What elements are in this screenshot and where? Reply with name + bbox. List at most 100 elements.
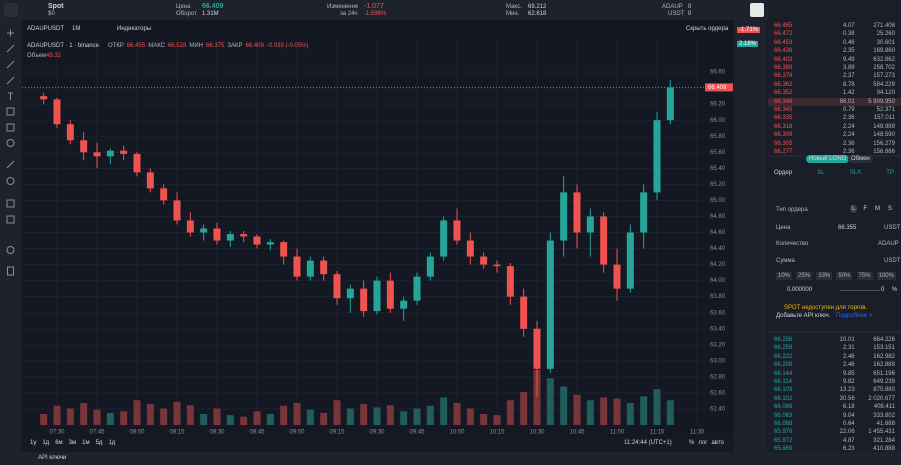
order-book-price: 66.389 [774, 65, 793, 71]
range-button[interactable]: 1y [30, 440, 37, 446]
order-book-row[interactable]: 65.972 4.87 321.284 [768, 437, 901, 445]
order-book-row[interactable]: 66.345 0.79 52.371 [768, 106, 901, 114]
order-book-row[interactable]: 66.259 2.31 153.151 [768, 344, 901, 352]
api-keys[interactable]: API ключи [38, 455, 67, 461]
order-tab[interactable]: Ордер [774, 170, 793, 176]
range-button[interactable]: 1м [82, 440, 90, 446]
tool-icon[interactable] [6, 60, 15, 69]
percent-button[interactable]: 100% [876, 272, 896, 280]
tool-icon[interactable] [6, 246, 15, 254]
order-book-row[interactable]: 66.102 30.56 2 020.677 [768, 395, 901, 403]
order-tab[interactable]: SLX [849, 170, 862, 176]
order-book-row[interactable]: 66.465 4.07 271.408 [768, 22, 901, 30]
price-field[interactable]: 66.355 [838, 225, 857, 231]
order-book-row[interactable]: 66.436 2.35 169.860 [768, 47, 901, 55]
market-type[interactable]: Spot [48, 3, 64, 10]
scale-button[interactable]: % [689, 440, 695, 446]
low: 62.618 [528, 11, 547, 17]
tool-icon[interactable] [6, 215, 15, 224]
order-book-row[interactable]: 66.305 2.36 156.279 [768, 140, 901, 148]
y-tick-label: 64.40 [710, 246, 726, 252]
high-label: Макс. [506, 4, 522, 10]
percent-button[interactable]: 25% [796, 272, 813, 280]
percent-button[interactable]: 10% [776, 272, 793, 280]
order-book-price: 65.976 [774, 429, 793, 436]
toolbar-interval[interactable]: 1M [72, 26, 81, 32]
order-book-row[interactable]: 66.309 2.24 148.590 [768, 131, 901, 139]
order-type-label: Тип ордера [776, 207, 808, 213]
order-book-row[interactable]: 66.403 9.49 632.862 [768, 56, 901, 64]
scale-button[interactable]: лог [698, 440, 708, 446]
ticker-change[interactable]: -1.71% [737, 27, 761, 33]
order-book-row[interactable]: 66.335 2.36 157.011 [768, 114, 901, 122]
tool-icon[interactable] [6, 107, 15, 116]
order-book-row[interactable]: 66.068 0.64 41.688 [768, 420, 901, 428]
order-type-option[interactable]: L [850, 205, 858, 213]
tool-icon[interactable] [6, 139, 15, 147]
range-button[interactable]: 5д [95, 440, 103, 446]
toolbar-hide-orders[interactable]: Скрыть ордера [686, 26, 729, 32]
tool-icon[interactable] [6, 76, 15, 85]
tool-icon[interactable] [7, 266, 14, 276]
volume-bar [333, 400, 341, 425]
x-tick-label: 10:15 [489, 430, 505, 436]
order-book-row[interactable]: 66.208 2.46 162.889 [768, 361, 901, 369]
order-book-amount: 30.56 [839, 395, 855, 402]
percent-button[interactable]: 33% [816, 272, 833, 280]
range-button[interactable]: 1д [42, 440, 50, 446]
balance: $0 [48, 11, 55, 17]
order-book-amount: 22.06 [839, 429, 855, 436]
toolbar-symbol[interactable]: ADAUPUSDT [27, 26, 65, 32]
order-book-row[interactable]: 66.362 8.78 584.229 [768, 81, 901, 89]
percent-button[interactable]: 75% [856, 272, 873, 280]
order-book-row[interactable]: 66.318 2.24 148.989 [768, 123, 901, 131]
percent-button[interactable]: 50% [836, 272, 853, 280]
scale-button[interactable]: авто [711, 440, 724, 446]
order-book-row[interactable]: 66.222 2.46 162.982 [768, 353, 901, 361]
x-tick-label: 09:00 [289, 430, 305, 436]
range-button[interactable]: 3м [68, 440, 77, 446]
ticker-change[interactable]: 2.18% [737, 41, 759, 47]
swap-button[interactable]: Обмен [848, 155, 873, 163]
range-button[interactable]: 6м [55, 440, 63, 446]
slider-track[interactable] [840, 290, 880, 291]
order-type-option[interactable]: F [863, 206, 868, 212]
order-book-row[interactable]: 66.144 9.85 651.196 [768, 370, 901, 378]
order-book-row[interactable]: 65.976 22.06 1 455.431 [768, 428, 901, 436]
order-book-row[interactable]: 66.103 13.23 875.880 [768, 386, 901, 394]
range-button[interactable]: 1д [108, 440, 116, 446]
logo[interactable] [4, 3, 18, 17]
order-book-row[interactable]: 66.352 1.42 94.120 [768, 89, 901, 97]
x-tick-label: 08:30 [209, 430, 225, 436]
order-tab[interactable]: SL [817, 170, 825, 176]
tool-icon[interactable] [6, 177, 15, 185]
order-book-amount: 2.31 [842, 345, 855, 352]
order-book-row[interactable]: 66.256 10.01 664.226 [768, 336, 901, 344]
order-book-row[interactable]: 65.969 6.23 410.888 [768, 445, 901, 453]
order-book-row[interactable]: 66.378 2.37 157.273 [768, 72, 901, 80]
order-book-row[interactable]: 66.346 86.01 5 909.950 [768, 97, 901, 106]
order-book-row[interactable]: 66.277 2.36 156.886 [768, 148, 901, 156]
order-book-row[interactable]: 66.083 9.04 333.802 [768, 412, 901, 420]
order-tab[interactable]: TP [886, 170, 894, 176]
toolbar-indicators[interactable]: Индикаторы [117, 26, 152, 32]
order-book-row[interactable]: 66.114 9.82 649.239 [768, 378, 901, 386]
tool-icon[interactable] [6, 160, 15, 169]
order-book-row[interactable]: 66.472 0.38 25.260 [768, 30, 901, 38]
status-bar [0, 452, 901, 465]
order-book-row[interactable]: 66.086 6.18 408.411 [768, 403, 901, 411]
order-type-option[interactable]: S [888, 206, 893, 212]
clock: 11:24:44 (UTC+1) [624, 440, 672, 446]
tool-icon[interactable] [6, 44, 15, 53]
order-type-option[interactable]: M [875, 206, 881, 212]
order-book-row[interactable]: 66.389 3.89 258.702 [768, 64, 901, 72]
candle-body [653, 120, 661, 193]
tool-icon[interactable] [6, 123, 15, 132]
more-link[interactable]: Подробнее > [836, 313, 873, 319]
settings-button[interactable] [750, 3, 764, 17]
legend-change: -0.035 (-0.05%) [266, 43, 309, 49]
order-book-row[interactable]: 66.453 0.46 30.601 [768, 39, 901, 47]
new-long-button[interactable]: Новый LONG [806, 155, 850, 163]
tool-icon[interactable] [6, 199, 15, 208]
